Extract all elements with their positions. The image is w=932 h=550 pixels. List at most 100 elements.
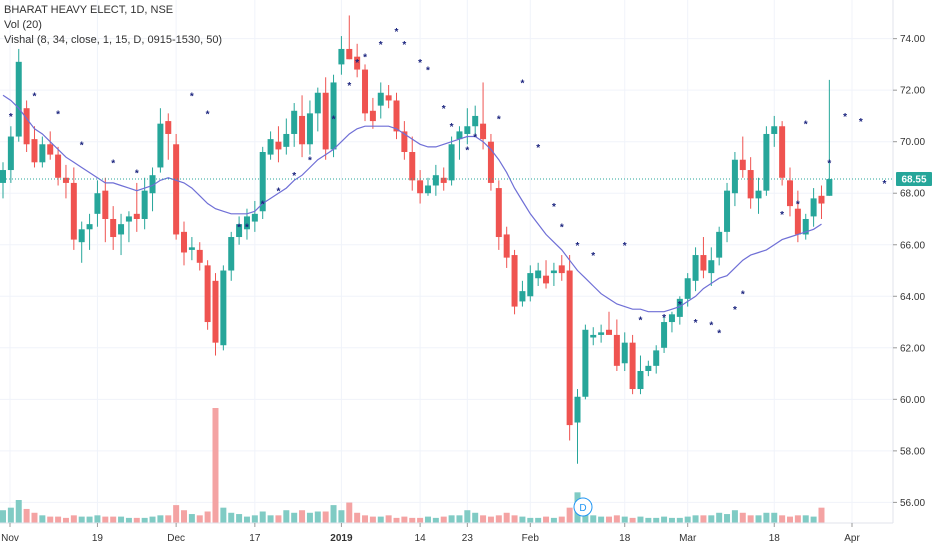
star-marker: * [536, 143, 540, 154]
indicator-study-label[interactable]: Vishal (8, 34, close, 1, 15, D, 0915-153… [4, 34, 223, 46]
candle-body [15, 61, 22, 137]
x-tick-label: Apr [844, 533, 860, 544]
dividend-event-marker[interactable]: D [573, 497, 593, 517]
candle-body [527, 273, 534, 297]
candle-body [605, 329, 612, 335]
star-marker: * [9, 112, 13, 123]
star-marker: * [395, 27, 399, 38]
volume-bar [543, 516, 550, 523]
star-marker: * [662, 313, 666, 324]
candle-body [716, 231, 723, 258]
volume-bar [196, 515, 203, 523]
volume-bar [708, 515, 715, 523]
candle-body [118, 224, 125, 235]
volume-bar [417, 517, 424, 523]
candle-body [369, 110, 376, 122]
volume-bar [23, 508, 30, 523]
candle-body [94, 193, 101, 214]
symbol-title[interactable]: BHARAT HEAVY ELECT, 1D, NSE [4, 4, 174, 16]
candle-body [110, 218, 117, 238]
star-marker: * [332, 115, 336, 126]
star-marker: * [560, 223, 564, 234]
star-marker: * [442, 104, 446, 115]
y-tick-label: 70.00 [900, 137, 925, 148]
candle-body [661, 322, 668, 348]
volume-bar [779, 515, 786, 523]
volume-bar [346, 502, 353, 523]
volume-bar [149, 516, 156, 523]
star-marker: * [733, 305, 737, 316]
candle-body [464, 126, 471, 134]
volume-bar [590, 515, 597, 523]
volume-bar [598, 516, 605, 523]
y-tick-label: 66.00 [900, 240, 925, 251]
candle-body [314, 92, 321, 114]
volume-bar [0, 510, 6, 523]
volume-bar [94, 515, 101, 523]
volume-bar [173, 505, 180, 523]
volume-bar [487, 516, 494, 523]
candle-body [78, 229, 85, 243]
volume-bar [322, 511, 329, 523]
volume-bar [267, 515, 274, 523]
star-marker: * [882, 179, 886, 190]
candle-body [448, 144, 455, 181]
volume-bar [684, 516, 691, 523]
volume-bar [818, 507, 825, 523]
volume-bar [7, 507, 14, 523]
volume-bar [299, 510, 306, 523]
candle-body [330, 82, 337, 150]
volume-bar [275, 515, 282, 523]
candle-body [495, 188, 502, 238]
x-tick-label: 19 [92, 533, 104, 544]
volume-bar [118, 516, 125, 523]
price-axis[interactable]: 56.00 58.00 60.00 62.00 64.00 66.00 68.00 70.00… [893, 34, 925, 509]
candle-body [771, 126, 778, 134]
star-marker: * [694, 318, 698, 329]
star-marker: * [552, 202, 556, 213]
volume-study-label[interactable]: Vol (20) [4, 19, 42, 31]
volume-bar [141, 517, 148, 523]
star-marker: * [418, 58, 422, 69]
volume-bar [291, 512, 298, 523]
volume-bar [125, 517, 132, 523]
candle-body [676, 298, 683, 317]
candle-body [684, 278, 691, 299]
candle-body [503, 234, 510, 258]
candle-body [291, 110, 298, 134]
volume-bar [771, 512, 778, 523]
candle-body [401, 131, 408, 153]
x-tick-label: 18 [769, 533, 781, 544]
candle-body [598, 332, 605, 335]
candle-body [645, 365, 652, 371]
candle-body [779, 126, 786, 178]
volume-bar [15, 500, 22, 523]
volume-bar [243, 516, 250, 523]
candle-body [637, 370, 644, 390]
y-tick-label: 62.00 [900, 343, 925, 354]
candle-body [188, 247, 195, 250]
volume-bar [338, 510, 345, 523]
candle-body [802, 218, 809, 235]
volume-bar [188, 514, 195, 523]
candle-body [267, 139, 274, 155]
volume-bar [747, 515, 754, 523]
star-marker: * [190, 91, 194, 102]
time-axis[interactable]: Nov 19 Dec 17 2019 14 23 Feb 18 Mar 18 Apr [1, 523, 860, 544]
volume-bar [377, 516, 384, 523]
volume-bar [314, 511, 321, 523]
volume-bar [157, 515, 164, 523]
star-marker: * [497, 115, 501, 126]
candle-body [204, 265, 211, 323]
star-markers: * * * * * * * * * * * * * * * * * * * * * * * * * * * * * * * * * * * * * * * *… [9, 27, 887, 339]
candle-body [739, 159, 746, 171]
star-marker: * [379, 40, 383, 51]
volume-bar [519, 516, 526, 523]
volume-bar [31, 512, 38, 523]
star-marker: * [804, 120, 808, 131]
star-marker: * [111, 158, 115, 169]
star-marker: * [135, 169, 139, 180]
volume-bar [645, 517, 652, 523]
volume-bar [802, 515, 809, 523]
